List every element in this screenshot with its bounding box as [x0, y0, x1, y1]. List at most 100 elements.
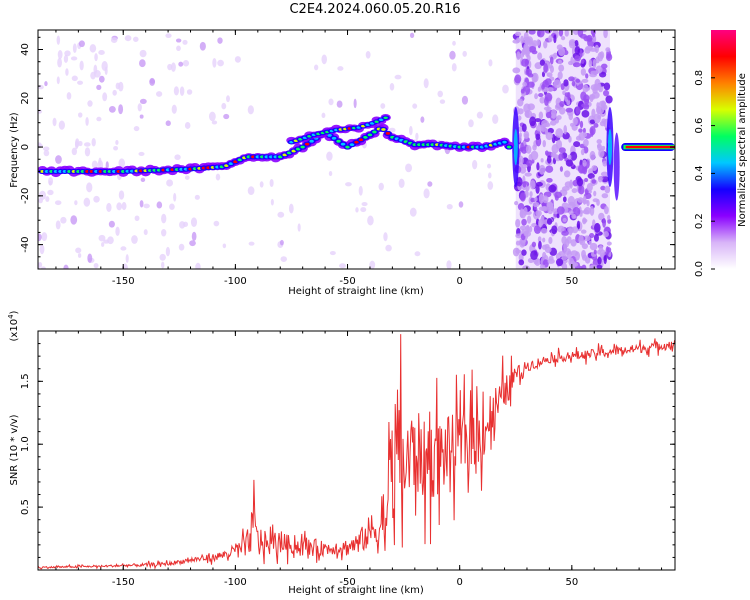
noise-speck	[38, 262, 43, 268]
noise-band-speck	[544, 78, 552, 86]
noise-speck	[502, 84, 509, 94]
noise-speck	[155, 91, 163, 97]
ridge-core	[374, 120, 379, 123]
noise-speck	[184, 121, 191, 129]
noise-band-speck	[516, 176, 523, 187]
noise-band-speck	[579, 265, 583, 269]
noise-speck	[149, 79, 156, 84]
noise-speck	[167, 63, 173, 71]
noise-speck	[446, 260, 452, 269]
noise-band-speck	[551, 151, 557, 158]
noise-band-speck	[556, 206, 565, 215]
noise-band-speck	[580, 59, 585, 64]
noise-band-speck	[538, 219, 543, 228]
noise-band-speck	[571, 226, 579, 234]
noise-speck	[86, 182, 93, 193]
noise-speck	[139, 114, 144, 119]
noise-speck	[89, 44, 97, 53]
noise-band-speck	[596, 139, 602, 145]
noise-speck	[42, 146, 50, 151]
noise-band-speck	[525, 68, 532, 77]
noise-speck	[179, 86, 185, 96]
noise-band-speck	[568, 40, 576, 49]
noise-band-speck	[579, 212, 583, 217]
noise-band-speck	[583, 235, 591, 242]
y-tick-label: 1.0	[20, 436, 31, 452]
noise-speck	[385, 244, 392, 252]
noise-band-speck	[604, 205, 609, 215]
noise-band-speck	[564, 30, 569, 37]
noise-speck	[74, 200, 78, 206]
noise-band-speck	[577, 30, 584, 38]
noise-speck	[173, 86, 179, 96]
noise-speck	[259, 181, 264, 188]
noise-band-speck	[548, 236, 553, 245]
ridge-right-core	[625, 145, 675, 149]
noise-speck	[361, 201, 368, 207]
noise-speck	[269, 179, 274, 188]
noise-band-speck	[559, 166, 564, 172]
noise-speck	[87, 100, 93, 107]
noise-speck	[41, 232, 48, 242]
noise-speck	[175, 38, 182, 43]
noise-band-speck	[583, 132, 588, 138]
noise-band-speck	[532, 201, 540, 208]
noise-speck	[79, 60, 84, 71]
noise-band-speck	[521, 58, 529, 67]
noise-band-speck	[578, 128, 583, 133]
noise-band-speck	[524, 172, 532, 177]
noise-speck	[60, 216, 67, 224]
noise-band-speck	[562, 132, 570, 140]
noise-speck	[288, 203, 294, 214]
noise-speck	[115, 226, 120, 237]
noise-band-speck	[582, 127, 586, 134]
noise-speck	[93, 262, 99, 269]
noise-band-speck	[595, 56, 600, 64]
noise-speck	[39, 244, 45, 255]
ridge-core	[340, 142, 346, 146]
noise-speck	[55, 220, 61, 230]
noise-speck	[137, 103, 142, 112]
noise-band-speck	[523, 230, 532, 237]
noise-speck	[488, 59, 493, 67]
noise-speck	[182, 39, 188, 45]
noise-band-speck	[582, 217, 587, 225]
noise-speck	[54, 200, 62, 206]
noise-speck	[120, 246, 127, 251]
noise-speck	[83, 197, 91, 207]
noise-speck	[336, 100, 343, 108]
noise-speck	[91, 160, 98, 169]
noise-band-speck	[579, 120, 584, 129]
snr-panel: -150 -100 -50 0 50 0.5 1.0 1.5 Height of straig…	[7, 310, 676, 596]
noise-band-speck	[575, 106, 581, 115]
noise-band-speck	[607, 215, 611, 220]
noise-band-speck	[571, 81, 576, 87]
noise-speck	[55, 155, 62, 164]
noise-band-speck	[537, 236, 542, 243]
noise-speck	[139, 49, 147, 58]
noise-speck	[337, 66, 344, 71]
noise-band-speck	[556, 213, 560, 219]
noise-band-speck	[560, 83, 565, 91]
noise-band-speck	[526, 215, 532, 224]
noise-band-speck	[589, 242, 598, 251]
noise-band-speck	[582, 30, 587, 33]
noise-speck	[112, 89, 117, 96]
noise-band-speck	[542, 251, 547, 259]
noise-speck	[446, 203, 453, 210]
noise-speck	[437, 90, 444, 98]
colorbar: 0.0 0.2 0.4 0.6 0.8 Normalized spectral ampl…	[694, 30, 748, 277]
noise-band-speck	[585, 45, 594, 51]
noise-band-speck	[539, 59, 546, 66]
noise-speck	[439, 99, 446, 104]
noise-speck	[222, 243, 227, 249]
y-tick-label: -40	[20, 236, 31, 252]
noise-band-speck	[542, 195, 549, 204]
noise-speck	[52, 117, 57, 127]
noise-band-speck	[586, 199, 590, 207]
noise-speck	[328, 171, 333, 177]
noise-band-speck	[539, 264, 546, 269]
ridge-core	[354, 140, 359, 144]
noise-speck	[223, 113, 230, 120]
noise-band-speck	[540, 158, 544, 163]
